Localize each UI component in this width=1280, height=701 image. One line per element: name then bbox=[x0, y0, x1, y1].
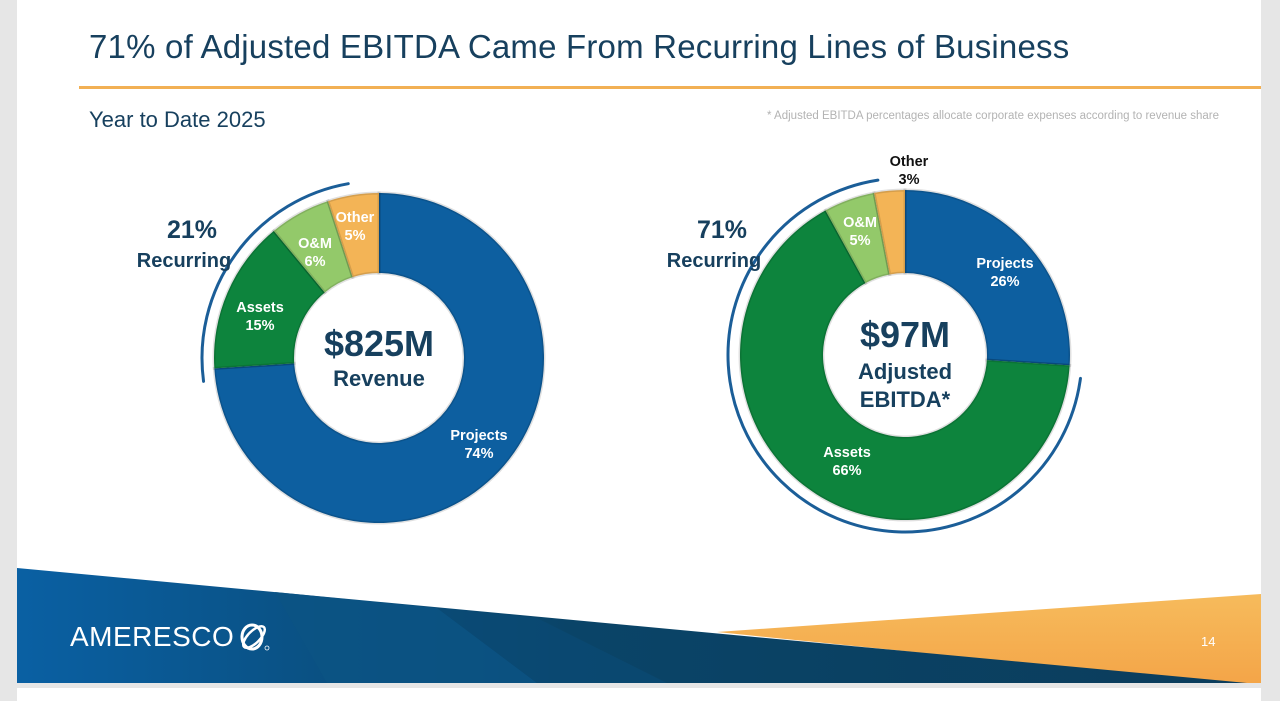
logo-orbit-icon bbox=[240, 623, 270, 651]
donut-slice-other bbox=[326, 191, 381, 280]
slice-label-name: Projects bbox=[450, 428, 507, 444]
slice-label-name: Projects bbox=[976, 256, 1033, 272]
slide: 71% of Adjusted EBITDA Came From Recurri… bbox=[17, 0, 1261, 683]
slice-label-name: Assets bbox=[823, 445, 871, 461]
slice-label-value: 5% bbox=[345, 228, 366, 244]
ameresco-logo: AMERESCO bbox=[70, 620, 272, 654]
recurring-label: Recurring bbox=[137, 250, 231, 272]
slice-label-name: Assets bbox=[236, 300, 284, 316]
slice-label-value: 66% bbox=[832, 463, 861, 479]
center-label: Revenue bbox=[333, 366, 425, 391]
footer-orange-wedge bbox=[717, 594, 1261, 683]
title-divider bbox=[79, 86, 1261, 89]
recurring-bracket-arc bbox=[200, 182, 350, 383]
footer-banner bbox=[17, 568, 1261, 683]
slice-label-value: 26% bbox=[990, 274, 1019, 290]
slice-label-value: 3% bbox=[899, 172, 920, 188]
donut-slice-other bbox=[872, 188, 907, 277]
donut-charts: Projects 74% Assets 15% O&M 6% Other 5% $825MRev… bbox=[137, 154, 1082, 534]
slice-label-value: 74% bbox=[464, 446, 493, 462]
slide-subtitle: Year to Date 2025 bbox=[89, 107, 266, 132]
recurring-label: Recurring bbox=[667, 250, 761, 272]
footer-blue-facet-1 bbox=[275, 592, 537, 683]
footer-blue-facet-2 bbox=[437, 608, 667, 683]
recurring-bracket-arc bbox=[726, 178, 1082, 534]
slice-label-name: Other bbox=[336, 210, 375, 226]
recurring-percent: 71% bbox=[697, 216, 747, 244]
slice-label-value: 5% bbox=[850, 233, 871, 249]
center-value: $825M bbox=[324, 323, 434, 364]
slice-label-value: 6% bbox=[305, 254, 326, 270]
slice-label-value: 15% bbox=[245, 318, 274, 334]
donut-slice-projects bbox=[903, 188, 1072, 367]
recurring-percent: 21% bbox=[167, 216, 217, 244]
slice-label-name: O&M bbox=[843, 215, 877, 231]
donut-slice-projects bbox=[212, 191, 546, 525]
next-slide-edge bbox=[17, 688, 1261, 701]
slide-title: 71% of Adjusted EBITDA Came From Recurri… bbox=[89, 28, 1070, 65]
center-label-line2: EBITDA* bbox=[860, 387, 951, 412]
logo-wordmark: AMERESCO bbox=[70, 621, 235, 652]
center-value: $97M bbox=[860, 314, 950, 355]
slice-label-name: O&M bbox=[298, 236, 332, 252]
center-label-line1: Adjusted bbox=[858, 359, 952, 384]
page-number: 14 bbox=[1201, 634, 1216, 649]
donut-slice-assets bbox=[738, 208, 1072, 522]
slice-label-name: Other bbox=[890, 154, 929, 170]
footnote: * Adjusted EBITDA percentages allocate c… bbox=[767, 110, 1219, 122]
donut-slice-assets bbox=[212, 228, 327, 370]
